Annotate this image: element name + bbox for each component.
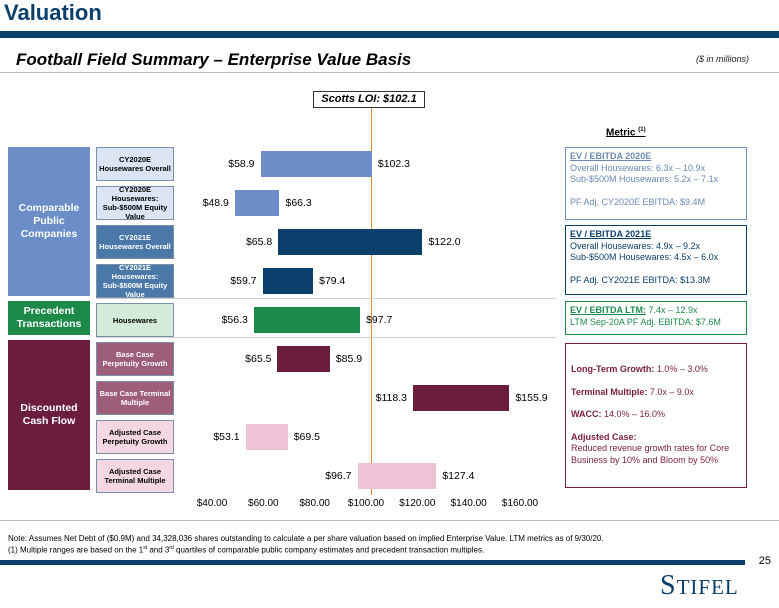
range-low-label: $118.3 xyxy=(375,392,407,404)
loi-reference-label: Scotts LOI: $102.1 xyxy=(313,91,425,108)
row-label: CY2020E Housewares: Sub-$500M Equity Val… xyxy=(96,185,174,221)
footnote-sup: st xyxy=(143,545,148,551)
row-label: CY2021E Housewares Overall xyxy=(96,225,174,259)
range-high-label: $122.0 xyxy=(428,236,461,248)
range-bar xyxy=(277,346,330,372)
range-bar xyxy=(357,463,437,489)
dcf-ltg-value: 1.0% – 3.0% xyxy=(656,364,708,374)
slide-subtitle: Football Field Summary – Enterprise Valu… xyxy=(16,50,412,69)
section-dcf: Discounted Cash Flow xyxy=(8,340,90,490)
metric-line: Sub-$500M Housewares: 5.2x – 7.1x xyxy=(570,174,719,184)
row-label: CY2020E Housewares Overall xyxy=(96,147,174,181)
metric-line: Overall Housewares: 6.3x – 10.9x xyxy=(570,162,706,173)
subtitle-rule xyxy=(0,72,779,73)
metric-title: EV / EBITDA LTM: xyxy=(570,305,646,315)
range-high-label: $79.4 xyxy=(319,275,346,287)
range-high-label: $66.3 xyxy=(285,197,312,209)
range-low-label: $65.5 xyxy=(245,353,272,365)
range-low-label: $58.9 xyxy=(228,158,255,170)
range-bar xyxy=(262,268,314,294)
metric-title: EV / EBITDA 2021E xyxy=(570,229,652,239)
metric-header-footnote: (1) xyxy=(638,127,646,133)
row-label: Base Case Perpetuity Growth xyxy=(96,342,174,376)
metric-line: PF Adj. CY2021E EBITDA: $13.3M xyxy=(570,274,711,285)
range-high-label: $127.4 xyxy=(442,470,475,482)
dcf-wacc-label: WACC: xyxy=(571,409,602,419)
metric-box-dcf: Long-Term Growth: 1.0% – 3.0% Terminal M… xyxy=(565,343,747,488)
range-bar xyxy=(260,151,372,177)
range-high-label: $85.9 xyxy=(335,353,363,365)
range-low-label: $96.7 xyxy=(325,470,352,482)
metric-box-ltm: EV / EBITDA LTM: 7.4x – 12.9x LTM Sep-20… xyxy=(565,301,747,335)
logo-initial: S xyxy=(660,570,677,601)
footnote-text: (1) Multiple ranges are based on the 1 xyxy=(8,545,144,555)
footnote-sup: rd xyxy=(169,545,174,551)
notes-rule xyxy=(0,520,779,521)
range-low-label: $56.3 xyxy=(221,314,248,326)
row-label: CY2021E Housewares: Sub-$500M Equity Val… xyxy=(96,263,174,299)
metric-line: PF Adj. CY2020E EBITDA: $9.4M xyxy=(570,196,706,207)
x-tick-label: $40.00 xyxy=(196,498,228,509)
range-bar xyxy=(412,385,510,411)
metric-box-2020e: EV / EBITDA 2020E Overall Housewares: 6.… xyxy=(565,147,747,220)
metric-title-value: 7.4x – 12.9x xyxy=(648,305,698,315)
range-low-label: $48.9 xyxy=(202,197,229,209)
section-comparable-companies: Comparable Public Companies xyxy=(8,147,90,296)
x-tick-label: $140.00 xyxy=(450,498,487,509)
row-label: Housewares xyxy=(96,303,174,337)
range-bar xyxy=(234,190,280,216)
dcf-ltg-label: Long-Term Growth: xyxy=(571,364,655,374)
range-low-label: $53.1 xyxy=(213,431,240,443)
footnote-text: and 3 xyxy=(147,545,170,555)
range-bar xyxy=(245,424,288,450)
section-divider xyxy=(96,337,556,338)
range-high-label: $155.9 xyxy=(515,392,548,404)
metric-line: LTM Sep-20A PF Adj. EBITDA: $7.6M xyxy=(570,316,721,327)
metric-box-2021e: EV / EBITDA 2021E Overall Housewares: 4.… xyxy=(565,225,747,295)
section-precedent-transactions: Precedent Transactions xyxy=(8,301,90,335)
footnote-1: (1) Multiple ranges are based on the 1st… xyxy=(8,545,484,555)
dcf-wacc-value: 14.0% – 16.0% xyxy=(604,409,666,419)
range-high-label: $97.7 xyxy=(366,314,393,326)
dcf-adjusted-text: Reduced revenue growth rates for Core Bu… xyxy=(571,443,730,465)
bottom-rule xyxy=(0,560,745,565)
dcf-tm-label: Terminal Multiple: xyxy=(571,386,648,397)
range-bar xyxy=(278,229,423,255)
footnote: Note: Assumes Net Debt of ($0.9M) and 34… xyxy=(8,534,604,543)
section-divider xyxy=(96,298,556,299)
x-tick-label: $100.00 xyxy=(347,498,385,509)
logo-rest: TIFEL xyxy=(676,575,739,599)
page-number: 25 xyxy=(758,555,771,567)
row-label: Base Case Terminal Multiple xyxy=(96,381,174,415)
row-label: Adjusted Case Perpetuity Growth xyxy=(96,420,174,454)
x-tick-label: $120.00 xyxy=(399,498,436,509)
row-label: Adjusted Case Terminal Multiple xyxy=(96,459,174,493)
page-title: Valuation xyxy=(4,0,102,25)
x-tick-label: $60.00 xyxy=(248,498,279,509)
metric-line: Sub-$500M Housewares: 4.5x – 6.0x xyxy=(570,252,719,262)
x-tick-label: $160.00 xyxy=(501,498,539,509)
metric-title: EV / EBITDA 2020E xyxy=(570,151,652,161)
range-bar xyxy=(253,307,361,333)
loi-reference-line xyxy=(370,108,373,495)
dcf-adjusted-label: Adjusted Case: xyxy=(571,431,637,442)
dcf-tm-value: 7.0x – 9.0x xyxy=(649,386,694,397)
range-low-label: $65.8 xyxy=(245,236,273,248)
units-note: ($ in millions) xyxy=(695,54,749,64)
metric-column-header: Metric (1) xyxy=(606,127,646,138)
metric-line: Overall Housewares: 4.9x – 9.2x xyxy=(570,240,701,251)
range-low-label: $59.7 xyxy=(230,275,257,287)
footnote-text: quartiles of comparable public company e… xyxy=(173,545,485,555)
title-rule xyxy=(0,31,779,38)
range-high-label: $102.3 xyxy=(377,158,411,170)
metric-header-text: Metric xyxy=(606,127,636,139)
stifel-logo: STIFEL xyxy=(660,570,739,602)
range-high-label: $69.5 xyxy=(293,431,320,443)
x-tick-label: $80.00 xyxy=(299,498,330,509)
